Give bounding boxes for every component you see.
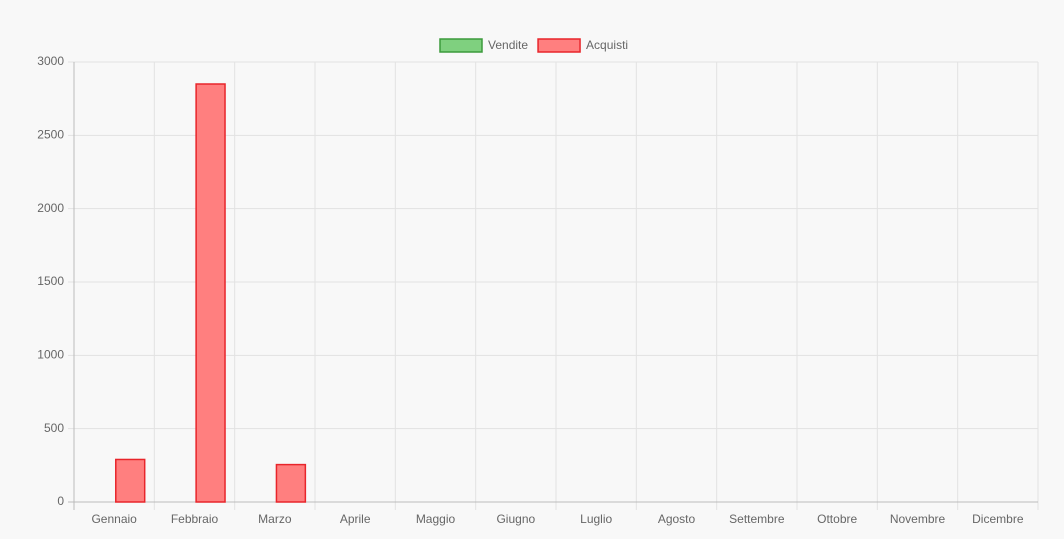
y-tick-label: 2500	[37, 128, 64, 142]
legend-label: Acquisti	[586, 38, 628, 52]
y-tick-label: 3000	[37, 54, 64, 68]
x-tick-label: Agosto	[658, 512, 696, 526]
x-tick-label: Gennaio	[91, 512, 137, 526]
legend-swatch	[537, 38, 581, 53]
x-tick-label: Ottobre	[817, 512, 857, 526]
x-tick-label: Aprile	[340, 512, 371, 526]
x-tick-label: Giugno	[496, 512, 535, 526]
x-tick-label: Febbraio	[171, 512, 219, 526]
bar	[115, 458, 146, 503]
bar	[275, 463, 307, 503]
x-tick-label: Maggio	[416, 512, 456, 526]
y-tick-label: 500	[44, 421, 64, 435]
y-tick-label: 1000	[37, 348, 64, 362]
x-tick-label: Dicembre	[972, 512, 1024, 526]
x-tick-label: Luglio	[580, 512, 612, 526]
x-tick-label: Marzo	[258, 512, 292, 526]
y-tick-label: 1500	[37, 274, 64, 288]
x-tick-label: Settembre	[729, 512, 785, 526]
legend-swatch	[439, 38, 483, 53]
y-tick-label: 2000	[37, 201, 64, 215]
legend-label: Vendite	[488, 38, 528, 52]
bar	[195, 83, 226, 503]
x-tick-label: Novembre	[890, 512, 946, 526]
y-tick-label: 0	[57, 494, 64, 508]
